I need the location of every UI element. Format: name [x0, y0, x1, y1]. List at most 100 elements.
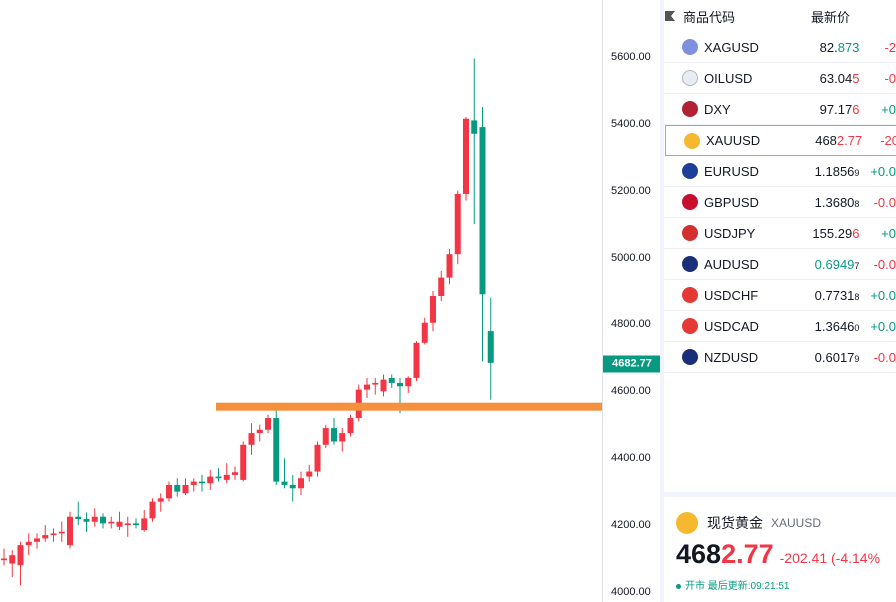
candle-body: [34, 538, 40, 542]
candle-body: [133, 523, 139, 526]
watchlist-symbol: XAUUSD: [706, 133, 761, 148]
watchlist-row-usdjpy[interactable]: USDJPY 155.296 +0: [664, 218, 896, 249]
candle: [421, 317, 428, 345]
candle-body: [116, 521, 123, 527]
last-price-main: 63.04: [819, 70, 853, 86]
candle: [42, 525, 49, 542]
candle-body: [463, 118, 469, 194]
candle-body: [380, 379, 387, 392]
candle: [331, 418, 337, 445]
watchlist-row-eurusd[interactable]: EURUSD 1.18569 +0.0: [664, 156, 896, 187]
eu-flag-icon: [682, 163, 698, 179]
ca-flag-icon: [682, 318, 698, 334]
candle: [9, 550, 16, 577]
last-price-main: 1.3646: [814, 318, 855, 334]
details-change: -202.41 (-4.14%: [779, 550, 881, 566]
last-price-column-header[interactable]: 最新价: [811, 9, 851, 25]
candle-body: [347, 418, 354, 434]
price-tick-label: 4200.00: [611, 519, 651, 532]
candle: [232, 466, 238, 480]
flag-icon[interactable]: [664, 10, 676, 22]
watchlist-symbol: USDCHF: [704, 287, 759, 303]
last-price-highlight: 873: [837, 39, 860, 55]
panel-divider[interactable]: [660, 0, 664, 602]
candle: [17, 541, 24, 586]
watchlist-last-price: 97.176: [795, 102, 860, 117]
candle: [388, 374, 395, 388]
price-tick-label: 4000.00: [611, 585, 651, 598]
last-price-pipette: 8: [854, 198, 860, 209]
candle-body: [124, 523, 131, 526]
candle-body: [306, 471, 313, 477]
details-status-row: 开市 最后更新:09:21:51: [676, 577, 790, 592]
horizontal-line[interactable]: [216, 402, 602, 411]
gold-icon: [684, 132, 700, 149]
candle-body: [281, 481, 288, 485]
watchlist-symbol: USDCAD: [704, 318, 759, 334]
price-tick-label: 5600.00: [611, 50, 651, 63]
candle-body: [248, 433, 255, 445]
candle-body: [91, 516, 98, 522]
market-status: 开市: [685, 581, 705, 592]
last-price-main: 1.3680: [814, 194, 855, 210]
chart-canvas[interactable]: [0, 0, 602, 602]
watchlist-row-usdchf[interactable]: USDCHF 0.77318 +0.0: [664, 280, 896, 311]
watchlist-change: -0.0: [873, 256, 896, 272]
candle-body: [314, 444, 321, 472]
watchlist-row-dxy[interactable]: DXY 97.176 +0: [664, 94, 896, 125]
watchlist-row-audusd[interactable]: AUDUSD 0.69497 -0.0: [664, 249, 896, 280]
candle-body: [166, 484, 172, 499]
symbol-details-panel: 现货黄金 XAUUSD 468 2.77 -202.41 (-4.14% 开市 …: [664, 497, 896, 602]
candle-body: [364, 384, 370, 390]
watchlist-row-nzdusd[interactable]: NZDUSD 0.60179 -0.0: [664, 342, 896, 373]
watchlist-row-oilusd[interactable]: OILUSD 63.045 -0: [664, 63, 896, 94]
candle-body: [182, 484, 189, 494]
candle-body: [397, 382, 403, 387]
candle: [487, 297, 494, 400]
candle-body: [108, 521, 115, 524]
watchlist-row-xagusd[interactable]: XAGUSD 82.873 -2: [664, 32, 896, 63]
candle-body: [388, 377, 395, 383]
watchlist-last-price: 82.873: [795, 39, 860, 55]
watchlist-rows: XAGUSD 82.873 -2 OILUSD 63.045 -0 DXY 97.176 +0 X…: [664, 32, 896, 373]
candle-body: [298, 478, 304, 489]
candle: [314, 441, 321, 477]
candle: [438, 270, 445, 301]
watchlist-last-price: 1.36808: [795, 194, 860, 210]
candle-body: [157, 498, 164, 502]
watchlist-symbol: DXY: [704, 101, 731, 117]
watchlist-change: +0.0: [870, 163, 896, 179]
price-tick-label: 5200.00: [611, 184, 651, 197]
watchlist-symbol: NZDUSD: [704, 349, 759, 365]
candle: [100, 513, 106, 529]
candle-body: [223, 474, 230, 480]
watchlist-symbol: GBPUSD: [704, 194, 759, 210]
last-price-main: 0.6949: [814, 256, 855, 272]
last-price-highlight: 5: [852, 70, 860, 86]
watchlist-change: +0: [881, 101, 896, 117]
candle-body: [75, 516, 82, 520]
candle: [207, 469, 214, 490]
candle-body: [58, 531, 65, 534]
last-price-main: 0.7731: [814, 287, 855, 303]
candle-body: [430, 295, 436, 323]
price-axis[interactable]: 5600.00 5400.00 5200.00 5000.00 4800.00 4600.…: [602, 0, 661, 602]
candle-body: [265, 418, 271, 430]
symbol-column-header[interactable]: 商品代码: [683, 9, 736, 25]
candle: [190, 478, 197, 492]
candle: [405, 376, 412, 393]
candle-body: [372, 382, 379, 385]
candle-body: [215, 476, 222, 479]
details-symbol: XAUUSD: [771, 516, 822, 530]
last-price-main: 82.: [819, 39, 838, 55]
last-price-pipette: 8: [854, 291, 860, 302]
candle-body: [199, 481, 205, 484]
watchlist-row-xauusd[interactable]: XAUUSD 4682.77 -20: [665, 125, 896, 156]
watchlist-last-price: 4682.77: [798, 133, 862, 148]
watchlist-row-usdcad[interactable]: USDCAD 1.36460 +0.0: [664, 311, 896, 342]
last-price-highlight: 2.77: [836, 133, 863, 148]
watchlist-change: +0.0: [870, 318, 896, 334]
candlestick-chart[interactable]: [0, 0, 602, 602]
watchlist-last-price: 0.60179: [795, 350, 860, 365]
watchlist-row-gbpusd[interactable]: GBPUSD 1.36808 -0.0: [664, 187, 896, 218]
